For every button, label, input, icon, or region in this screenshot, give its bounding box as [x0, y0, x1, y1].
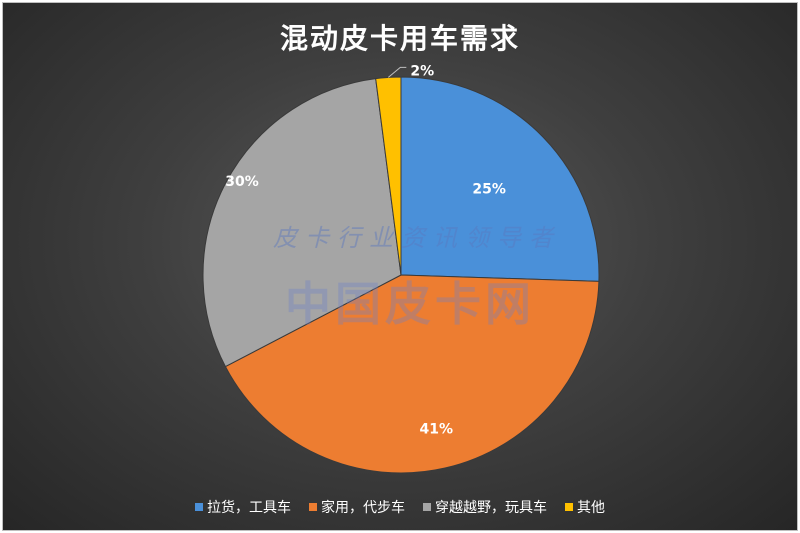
legend-swatch	[565, 503, 573, 511]
pie-slice-family	[224, 274, 600, 474]
legend-label: 其他	[577, 500, 605, 516]
watermark-slogan: 皮卡行业资讯领导者	[273, 224, 561, 252]
data-label: 41%	[419, 421, 453, 437]
leader-line	[387, 66, 407, 78]
watermark-logo-text: 中国皮卡网	[285, 277, 535, 331]
pie-slice-other	[375, 76, 402, 276]
legend-label: 家用，代步车	[321, 500, 405, 516]
chart-title: 混动皮卡用车需求	[279, 22, 520, 55]
legend-label: 穿越越野，玩具车	[435, 500, 547, 516]
data-label: 25%	[472, 182, 506, 198]
legend-swatch	[423, 503, 431, 511]
legend-item-cargo: 拉货，工具车	[195, 497, 291, 517]
legend: 拉货，工具车 家用，代步车 穿越越野，玩具车 其他	[3, 497, 797, 517]
legend-item-offroad: 穿越越野，玩具车	[423, 497, 547, 517]
legend-swatch	[309, 503, 317, 511]
legend-label: 拉货，工具车	[207, 500, 291, 516]
pie-chart: 25% 41% 30% 2%	[202, 63, 600, 474]
legend-item-other: 其他	[565, 497, 605, 517]
legend-item-family: 家用，代步车	[309, 497, 405, 517]
legend-swatch	[195, 503, 203, 511]
pie-slice-offroad	[202, 78, 402, 368]
data-label: 2%	[410, 63, 434, 79]
pie-slice-cargo	[400, 76, 600, 282]
data-label: 30%	[225, 174, 259, 190]
